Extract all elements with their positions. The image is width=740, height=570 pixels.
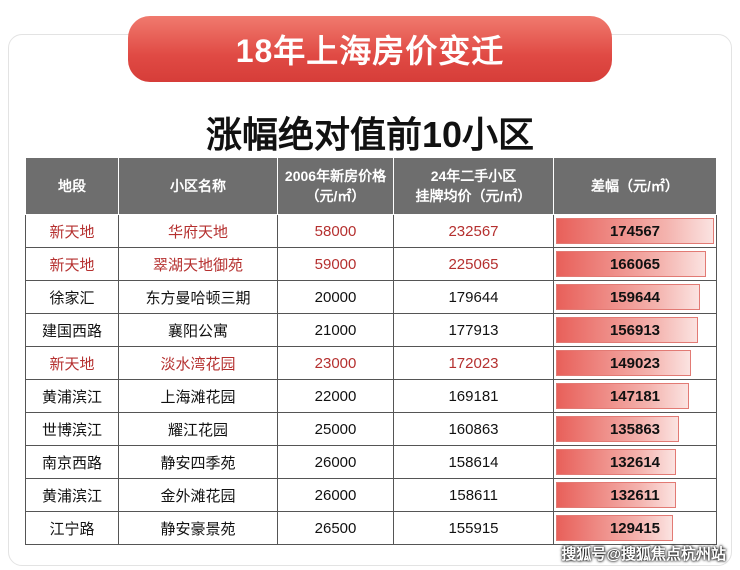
cell: 新天地 <box>25 346 119 380</box>
header-text: 挂牌均价（元/㎡） <box>415 188 532 204</box>
cell: 上海滩花园 <box>118 379 278 413</box>
table-row: 新天地 翠湖天地御苑 59000 225065 166065 <box>25 247 717 281</box>
cell: 黄浦滨江 <box>25 478 119 512</box>
cell: 新天地 <box>25 247 119 281</box>
header-cell: 地段 <box>25 157 119 215</box>
cell: 襄阳公寓 <box>118 313 278 347</box>
cell: 172023 <box>393 346 554 380</box>
header-text: 地段 <box>58 178 86 194</box>
subtitle: 涨幅绝对值前10小区 <box>205 114 535 155</box>
cell: 世博滨江 <box>25 412 119 446</box>
diff-cell: 156913 <box>553 313 717 347</box>
diff-value: 156913 <box>609 321 661 339</box>
header-cell: 24年二手小区 挂牌均价（元/㎡） <box>393 157 554 215</box>
table: 地段 小区名称 2006年新房价格 （元/㎡） 24年二手小区 挂牌均价（元/㎡） 差幅（元… <box>25 157 717 545</box>
diff-value: 132611 <box>610 486 660 504</box>
diff-value: 149023 <box>609 354 661 372</box>
cell: 225065 <box>393 247 554 281</box>
table-row: 南京西路 静安四季苑 26000 158614 132614 <box>25 445 717 479</box>
diff-cell: 174567 <box>553 214 717 248</box>
diff-bar <box>556 416 679 442</box>
header-cell: 小区名称 <box>118 157 278 215</box>
diff-value: 147181 <box>609 387 661 405</box>
cell: 建国西路 <box>25 313 119 347</box>
header-text: 2006年新房价格 <box>284 168 387 184</box>
diff-bar <box>556 350 691 376</box>
cell: 金外滩花园 <box>118 478 278 512</box>
header-cell: 2006年新房价格 （元/㎡） <box>277 157 394 215</box>
diff-bar <box>556 317 699 343</box>
header-text: 小区名称 <box>170 178 226 194</box>
watermark: 搜狐号@搜狐焦点杭州站 <box>561 546 726 563</box>
diff-value: 129415 <box>609 519 661 537</box>
table-row: 黄浦滨江 金外滩花园 26000 158611 132611 <box>25 478 717 512</box>
diff-cell: 129415 <box>553 511 717 545</box>
diff-cell: 149023 <box>553 346 717 380</box>
cell: 22000 <box>277 379 394 413</box>
cell: 华府天地 <box>118 214 278 248</box>
cell: 26500 <box>277 511 394 545</box>
cell: 20000 <box>277 280 394 314</box>
cell: 158614 <box>393 445 554 479</box>
diff-bar <box>556 449 677 475</box>
banner: 18年上海房价变迁 <box>128 16 612 82</box>
diff-bar <box>556 383 690 409</box>
diff-cell: 132614 <box>553 445 717 479</box>
cell: 淡水湾花园 <box>118 346 278 380</box>
cell: 东方曼哈顿三期 <box>118 280 278 314</box>
table-row: 新天地 淡水湾花园 23000 172023 149023 <box>25 346 717 380</box>
diff-bar <box>556 218 714 244</box>
diff-cell: 132611 <box>553 478 717 512</box>
header-text: 24年二手小区 <box>430 168 517 184</box>
diff-cell: 159644 <box>553 280 717 314</box>
header-text: （元/㎡） <box>305 188 366 204</box>
cell: 南京西路 <box>25 445 119 479</box>
cell: 58000 <box>277 214 394 248</box>
cell: 23000 <box>277 346 394 380</box>
diff-value: 166065 <box>609 255 661 273</box>
diff-cell: 135863 <box>553 412 717 446</box>
cell: 21000 <box>277 313 394 347</box>
cell: 169181 <box>393 379 554 413</box>
cell: 江宁路 <box>25 511 119 545</box>
diff-bar <box>556 482 677 508</box>
table-row: 新天地 华府天地 58000 232567 174567 <box>25 214 717 248</box>
cell: 179644 <box>393 280 554 314</box>
diff-bar <box>556 515 674 541</box>
diff-bar <box>556 251 707 277</box>
cell: 160863 <box>393 412 554 446</box>
cell: 静安豪景苑 <box>118 511 278 545</box>
header-row: 地段 小区名称 2006年新房价格 （元/㎡） 24年二手小区 挂牌均价（元/㎡） 差幅（元… <box>25 157 717 215</box>
cell: 耀江花园 <box>118 412 278 446</box>
cell: 177913 <box>393 313 554 347</box>
cell: 59000 <box>277 247 394 281</box>
cell: 26000 <box>277 445 394 479</box>
diff-cell: 147181 <box>553 379 717 413</box>
cell: 静安四季苑 <box>118 445 278 479</box>
table-row: 世博滨江 耀江花园 25000 160863 135863 <box>25 412 717 446</box>
diff-cell: 166065 <box>553 247 717 281</box>
cell: 158611 <box>393 478 554 512</box>
table-row: 徐家汇 东方曼哈顿三期 20000 179644 159644 <box>25 280 717 314</box>
table-row: 黄浦滨江 上海滩花园 22000 169181 147181 <box>25 379 717 413</box>
diff-bar <box>556 284 701 310</box>
cell: 155915 <box>393 511 554 545</box>
diff-value: 174567 <box>609 222 661 240</box>
header-cell: 差幅（元/㎡） <box>553 157 717 215</box>
table-row: 江宁路 静安豪景苑 26500 155915 129415 <box>25 511 717 545</box>
diff-value: 159644 <box>609 288 661 306</box>
cell: 25000 <box>277 412 394 446</box>
diff-value: 132614 <box>609 453 661 471</box>
cell: 新天地 <box>25 214 119 248</box>
table-row: 建国西路 襄阳公寓 21000 177913 156913 <box>25 313 717 347</box>
cell: 232567 <box>393 214 554 248</box>
diff-value: 135863 <box>609 420 661 438</box>
cell: 徐家汇 <box>25 280 119 314</box>
cell: 翠湖天地御苑 <box>118 247 278 281</box>
cell: 黄浦滨江 <box>25 379 119 413</box>
cell: 26000 <box>277 478 394 512</box>
header-text: 差幅（元/㎡） <box>591 178 679 194</box>
